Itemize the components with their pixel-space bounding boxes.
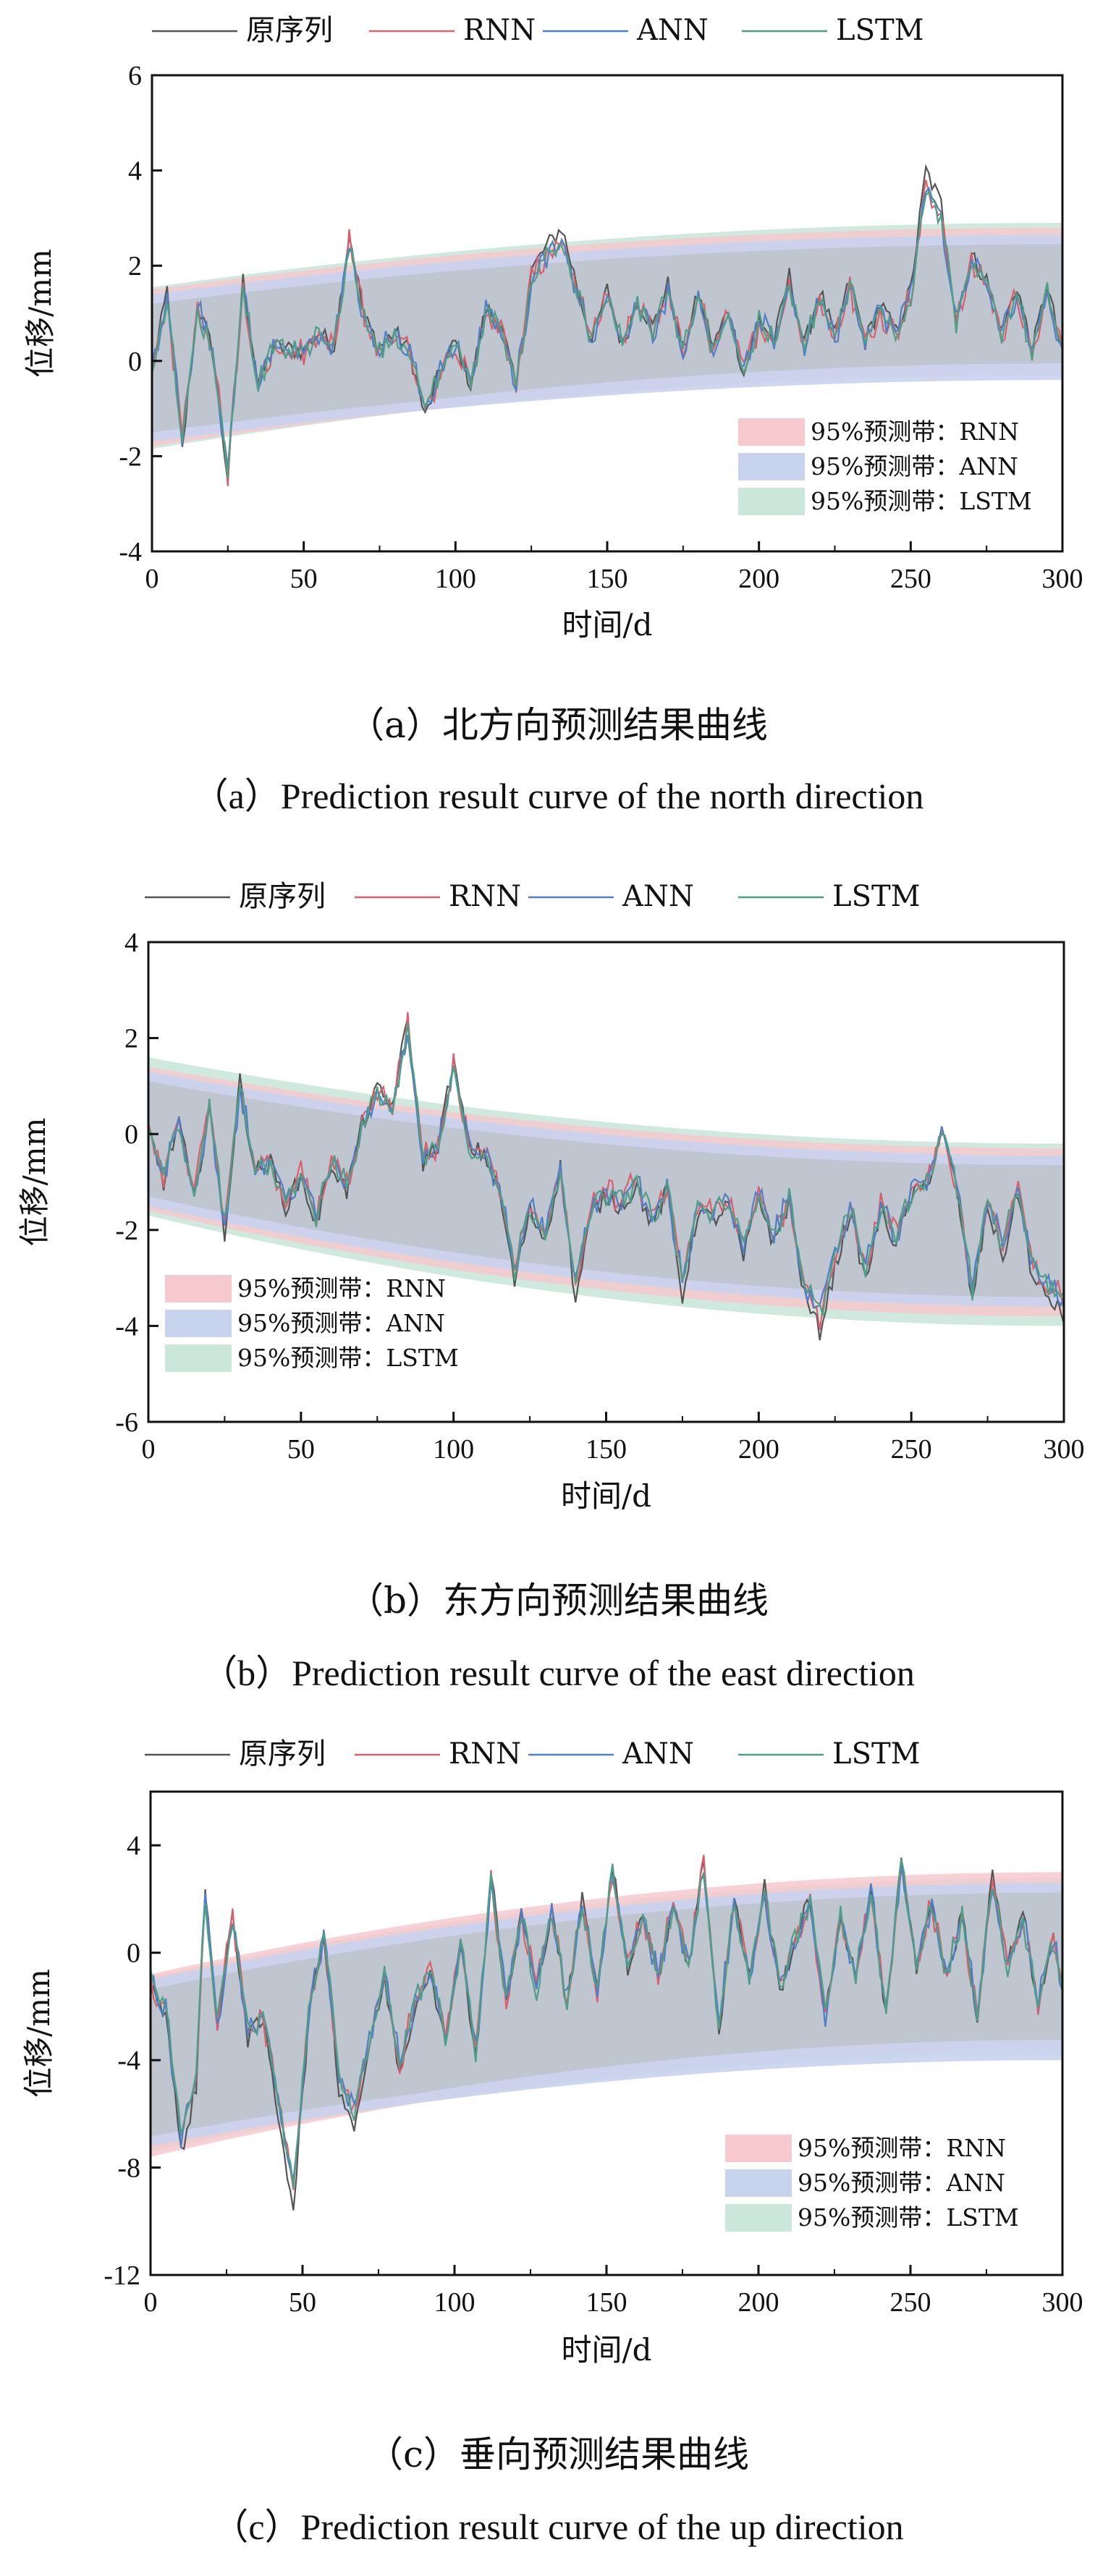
legend-label: LSTM	[832, 1737, 921, 1771]
x-tick-label: 250	[890, 2287, 931, 2318]
legend-label: 原序列	[246, 14, 333, 47]
y-tick-label: -6	[115, 1407, 138, 1438]
band-legend-label: 95%预测带：RNN	[798, 2134, 1006, 2162]
caption-zh-c: （c）垂向预测结果曲线	[366, 2433, 749, 2475]
band-legend-swatch-2	[738, 488, 805, 515]
x-tick-label: 0	[145, 564, 159, 594]
x-axis-label: 时间/d	[561, 2332, 651, 2368]
x-tick-label: 50	[287, 1434, 315, 1465]
y-tick-label: 0	[128, 347, 142, 377]
caption-zh-a: （a）北方向预测结果曲线	[348, 704, 768, 746]
y-tick-label: 4	[124, 928, 138, 958]
band-legend-swatch-1	[725, 2169, 792, 2197]
x-tick-label: 200	[738, 564, 779, 594]
legend-label: ANN	[636, 14, 709, 47]
y-tick-label: -4	[115, 1311, 138, 1342]
x-tick-label: 0	[144, 2287, 158, 2318]
chart-panel-1: 0 50 100 150 200 250 300 -4 -2 0 2 4 6 时间/d 位移/mm 原序列 RN…	[22, 14, 1083, 643]
x-tick-label: 300	[1042, 564, 1083, 594]
band-legend-label: 95%预测带：RNN	[237, 1274, 446, 1302]
x-tick-label: 50	[289, 2287, 316, 2318]
band-legend-swatch-1	[738, 453, 805, 480]
legend-label: RNN	[449, 1737, 521, 1771]
y-axis-label: 位移/mm	[22, 249, 58, 378]
x-tick-label: 200	[738, 2287, 779, 2318]
x-axis-label: 时间/d	[562, 607, 652, 643]
y-tick-label: 2	[124, 1024, 138, 1054]
y-tick-label: -2	[119, 441, 142, 472]
x-tick-label: 300	[1044, 1434, 1085, 1465]
x-tick-label: 100	[434, 2287, 475, 2318]
caption-zh-b: （b）东方向预测结果曲线	[347, 1580, 769, 1622]
x-tick-label: 100	[435, 564, 476, 594]
series-line-lstm	[151, 190, 1063, 479]
y-tick-label: -4	[119, 537, 142, 567]
band-legend-label: 95%预测带：LSTM	[798, 2203, 1019, 2232]
band-legend-swatch-0	[738, 418, 805, 446]
x-tick-label: 250	[890, 564, 931, 594]
legend-label: ANN	[622, 1737, 694, 1771]
y-tick-label: 4	[128, 156, 142, 187]
y-tick-label: 6	[128, 61, 142, 91]
x-tick-label: 300	[1042, 2287, 1083, 2318]
chart-panel-2: 0 50 100 150 200 250 300 -6 -4 -2 0 2 4 时间/d 位移/mm 原序列 R…	[17, 880, 1085, 1514]
y-tick-label: 0	[127, 1939, 140, 1969]
x-tick-label: 150	[586, 2287, 627, 2318]
series-line-ann	[148, 1035, 1065, 1309]
prediction-band-overlap	[152, 244, 1062, 433]
y-tick-label: -12	[103, 2261, 140, 2291]
series-line-lstm	[148, 1022, 1065, 1316]
band-legend-swatch-2	[725, 2204, 792, 2232]
y-tick-label: 4	[127, 1831, 140, 1861]
x-tick-label: 50	[290, 564, 318, 594]
legend-label: LSTM	[832, 880, 921, 913]
legend-label: ANN	[622, 880, 694, 913]
x-tick-label: 250	[891, 1434, 932, 1465]
y-tick-label: 0	[124, 1119, 138, 1150]
band-legend-label: 95%预测带：RNN	[811, 418, 1019, 446]
x-tick-label: 100	[433, 1434, 474, 1465]
legend-label: RNN	[449, 880, 521, 913]
x-tick-label: 150	[586, 1434, 627, 1465]
band-legend-label: 95%预测带：LSTM	[811, 487, 1032, 515]
x-tick-label: 0	[142, 1434, 156, 1465]
caption-en-a: （a）Prediction result curve of the north …	[192, 776, 924, 816]
y-axis-label: 位移/mm	[17, 1118, 52, 1247]
chart-panel-3: 0 50 100 150 200 250 300 -12 -8 -4 0 4 时间/d 位移/mm 原序列 R…	[21, 1737, 1083, 2368]
y-tick-label: -2	[115, 1216, 138, 1246]
caption-en-c: （c）Prediction result curve of the up dir…	[212, 2507, 904, 2547]
band-legend-label: 95%预测带：ANN	[798, 2169, 1005, 2197]
y-tick-label: -8	[117, 2153, 140, 2184]
legend-label: 原序列	[239, 880, 326, 913]
band-legend-label: 95%预测带：ANN	[237, 1309, 445, 1337]
caption-en-b: （b）Prediction result curve of the east d…	[201, 1653, 915, 1693]
legend-label: LSTM	[836, 14, 924, 47]
band-legend-swatch-2	[165, 1344, 232, 1372]
series-line-lstm	[149, 1858, 1064, 2188]
band-legend-swatch-0	[165, 1275, 232, 1302]
x-axis-label: 时间/d	[561, 1478, 651, 1514]
series-line-ann	[151, 186, 1064, 468]
x-tick-label: 200	[738, 1434, 779, 1465]
y-tick-label: 2	[128, 251, 142, 281]
legend-label: RNN	[463, 14, 536, 47]
x-tick-label: 150	[587, 564, 628, 594]
band-legend-label: 95%预测带：LSTM	[237, 1344, 459, 1372]
legend-label: 原序列	[239, 1737, 326, 1771]
band-legend-swatch-1	[165, 1310, 232, 1337]
y-tick-label: -4	[117, 2046, 140, 2076]
band-legend-swatch-0	[725, 2135, 792, 2162]
band-legend-label: 95%预测带：ANN	[811, 452, 1018, 480]
y-axis-label: 位移/mm	[21, 1969, 56, 2098]
